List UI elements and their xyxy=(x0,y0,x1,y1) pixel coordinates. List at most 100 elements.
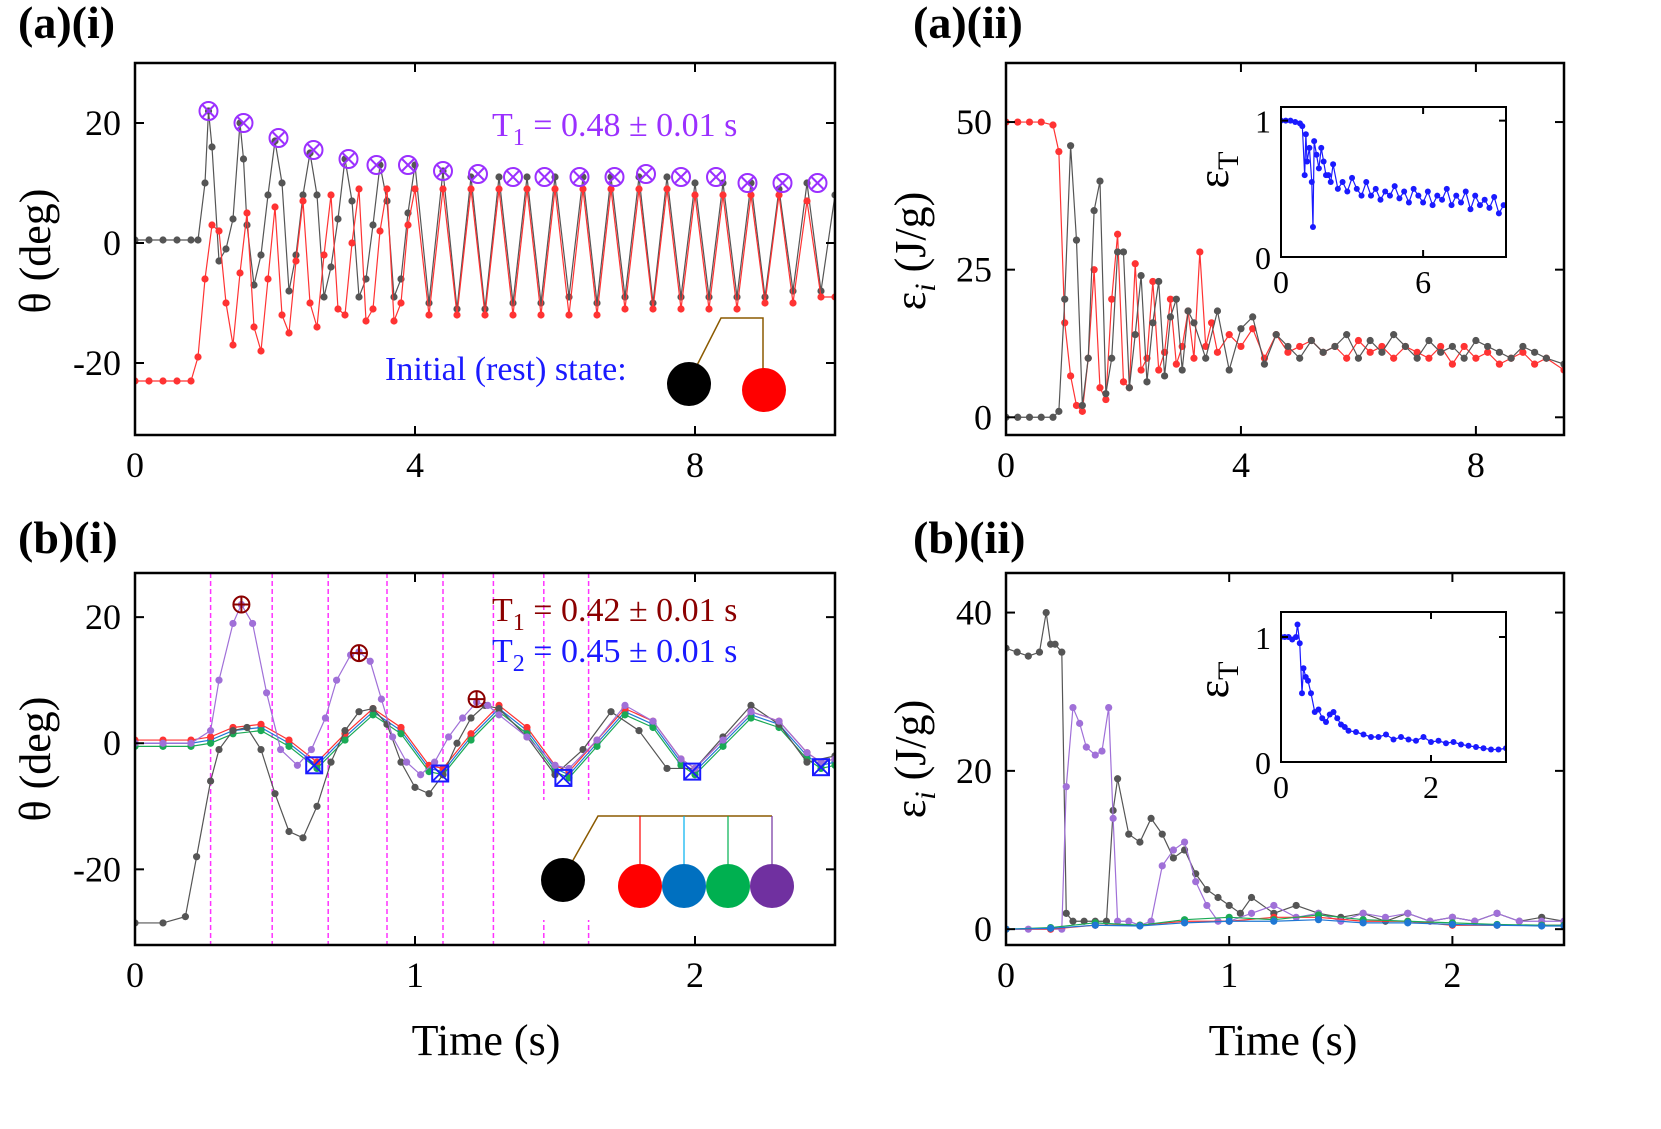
data-point-red xyxy=(208,221,216,229)
data-point-epsilon-T xyxy=(1401,188,1408,195)
data-point-purple xyxy=(1448,913,1456,921)
plot-frame xyxy=(1004,571,1566,947)
data-point-red xyxy=(1437,342,1445,351)
data-point-epsilon-T xyxy=(1476,202,1483,209)
peak-marker xyxy=(198,101,219,121)
data-point-black xyxy=(1166,313,1175,321)
data-point-black xyxy=(1460,354,1468,362)
data-point-red xyxy=(187,377,195,385)
data-point-black xyxy=(1437,348,1445,356)
data-point-blue xyxy=(1493,921,1501,929)
data-point-black xyxy=(663,764,671,773)
data-point-red xyxy=(383,185,391,193)
data-point-epsilon-T xyxy=(1434,192,1441,199)
data-point-black xyxy=(1225,901,1233,910)
data-point-red xyxy=(243,209,251,217)
data-point-blue xyxy=(1359,919,1367,927)
data-point-epsilon-T xyxy=(1410,185,1417,192)
data-point-red xyxy=(1343,354,1351,362)
x-tick-label: 4 xyxy=(406,445,424,485)
data-point-purple xyxy=(249,619,257,628)
data-point-black xyxy=(1037,413,1045,421)
data-point-black xyxy=(1114,248,1122,256)
data-point-black xyxy=(481,305,489,313)
y-tick-label: 20 xyxy=(85,103,121,143)
data-point-red xyxy=(649,305,657,313)
data-point-purple xyxy=(593,736,601,744)
data-point-black xyxy=(355,293,363,301)
data-point-black xyxy=(264,191,272,199)
data-point-red xyxy=(1460,342,1468,351)
data-point-epsilon-T xyxy=(1443,740,1449,747)
data-point-epsilon-T xyxy=(1413,737,1419,744)
data-point-black xyxy=(1390,331,1398,339)
data-point-red xyxy=(236,269,244,277)
data-point-black xyxy=(1236,909,1244,917)
data-point-green xyxy=(285,742,293,750)
data-point-red xyxy=(1096,384,1104,392)
peak-marker xyxy=(503,167,523,187)
y-axis-label: θ (deg) xyxy=(11,189,60,314)
data-point-black xyxy=(207,777,215,785)
data-point-epsilon-T xyxy=(1339,179,1346,185)
data-point-black xyxy=(1136,838,1144,846)
data-point-black xyxy=(1331,342,1339,351)
data-point-red xyxy=(397,723,405,732)
data-point-black xyxy=(1292,901,1300,910)
data-point-black xyxy=(1155,277,1163,286)
data-point-epsilon-T xyxy=(1448,202,1455,209)
data-point-black xyxy=(1178,366,1186,374)
data-point-purple xyxy=(747,708,755,716)
data-point-black xyxy=(369,704,377,713)
data-point-black xyxy=(579,745,587,754)
data-point-black xyxy=(292,251,300,259)
data-point-epsilon-T xyxy=(1473,744,1479,750)
data-point-black xyxy=(145,236,153,244)
data-point-red xyxy=(425,311,433,319)
data-point-epsilon-T xyxy=(1458,741,1464,748)
data-point-purple xyxy=(523,733,531,741)
plot-frame xyxy=(133,571,837,947)
data-point-red xyxy=(1531,360,1539,368)
data-point-red xyxy=(285,736,293,744)
data-point-purple xyxy=(187,739,195,747)
data-point-black xyxy=(1051,640,1059,648)
x-tick-label: 0 xyxy=(1273,264,1289,300)
data-point-red xyxy=(327,191,335,199)
data-point-red xyxy=(257,347,265,355)
data-point-black xyxy=(215,745,223,754)
data-point-red xyxy=(425,761,433,769)
data-point-epsilon-T xyxy=(1372,185,1379,192)
data-point-purple xyxy=(1203,901,1211,910)
data-point-purple xyxy=(1169,846,1177,854)
data-point-purple xyxy=(803,749,811,757)
data-point-epsilon-T xyxy=(1424,188,1431,195)
data-point-epsilon-T xyxy=(1383,731,1389,738)
data-point-red xyxy=(320,251,328,259)
data-point-red xyxy=(341,311,349,319)
data-point-blue xyxy=(1404,919,1412,927)
data-point-epsilon-T xyxy=(1296,640,1303,647)
data-point-purple xyxy=(293,761,301,769)
data-point-epsilon-T xyxy=(1368,192,1374,199)
data-point-epsilon-T xyxy=(1453,192,1460,199)
data-point-epsilon-T xyxy=(1313,151,1320,158)
panel-label: (b)(ii) xyxy=(913,512,1025,563)
data-point-purple xyxy=(1098,747,1106,755)
trough-marker xyxy=(683,762,702,781)
data-point-red xyxy=(1202,342,1210,351)
peak-marker xyxy=(604,167,625,187)
data-point-red xyxy=(1237,342,1245,351)
data-point-purple xyxy=(431,758,439,766)
data-point-black xyxy=(257,745,265,754)
series-line-green xyxy=(1006,914,1564,930)
data-point-black xyxy=(1143,378,1151,386)
data-point-black xyxy=(495,173,503,181)
data-point-black xyxy=(194,236,202,244)
data-point-red xyxy=(1102,395,1110,404)
data-point-red xyxy=(1495,360,1503,368)
data-point-blue xyxy=(1225,917,1233,925)
trough-marker xyxy=(431,764,450,783)
data-point-black xyxy=(1296,354,1304,362)
data-point-black xyxy=(320,293,328,301)
